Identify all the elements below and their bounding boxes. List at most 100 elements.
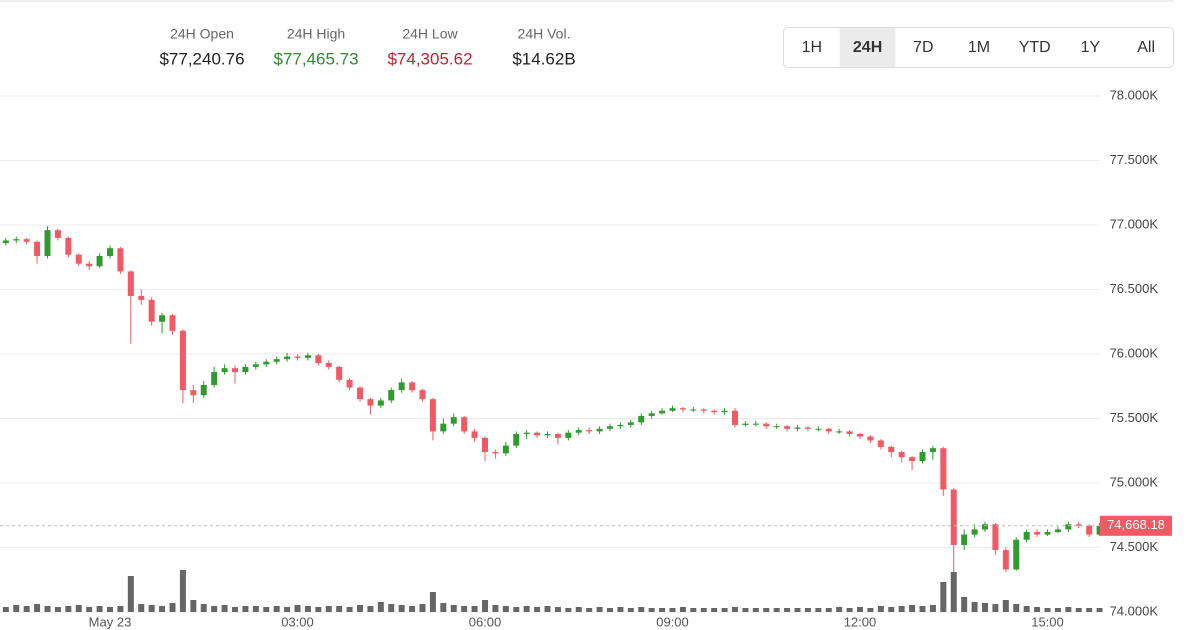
volume-bar [700,608,707,612]
volume-bar [190,600,197,612]
volume-bar [367,606,374,612]
volume-bar [23,606,30,612]
candle-body [232,368,238,373]
stat-label: 24H Low [402,26,458,42]
volume-bar [679,607,686,612]
candle-body [450,417,457,424]
range-button[interactable]: 7D [913,39,933,56]
volume-bar [929,605,936,612]
range-button[interactable]: 1Y [1081,39,1101,56]
volume-bar [669,608,676,612]
candle-body [221,368,228,373]
volume-bar [732,607,738,612]
range-label[interactable]: All [1137,39,1155,56]
volume-bar [690,608,697,612]
range-button[interactable]: 1M [968,39,990,56]
volume-bar [179,570,186,612]
volume-bar [836,607,843,612]
volume-bar [888,607,895,612]
candle-body [409,382,416,391]
volume-bar [107,607,113,612]
x-tick-label: 09:00 [656,614,689,629]
candle-body [1023,532,1030,540]
volume-bar [263,607,270,612]
candle-body [534,432,541,436]
stat-label: 24H Open [170,26,234,42]
y-tick-label: 75.500K [1110,410,1159,425]
volume-bar [127,576,134,612]
volume-bar [961,597,968,612]
volume-bar [1096,608,1103,612]
range-label[interactable]: 7D [913,39,933,56]
volume-bar [1065,607,1072,612]
volume-bar [13,605,20,612]
volume-bar [429,592,436,612]
candle-body [242,366,249,373]
volume-bar [1002,600,1009,612]
candle-body [804,427,811,429]
volume-bar [617,607,624,612]
volume-bar [565,608,572,612]
candle-body [1002,550,1009,570]
stat-label: 24H High [287,26,345,42]
range-button[interactable]: All [1137,39,1155,56]
candle-body [836,431,843,433]
volume-bar [742,608,749,612]
stat-value: $74,305.62 [387,49,472,68]
candle-body [596,428,603,432]
range-active [839,28,896,67]
x-tick-label: 15:00 [1031,614,1064,629]
candle-body [148,299,155,322]
volume-bar [169,603,176,612]
volume-bar [846,608,853,612]
volume-bar [523,606,530,612]
candle-body [763,423,770,427]
candle-body [336,366,343,380]
candle-body [982,524,988,530]
range-button[interactable]: 1H [802,39,822,56]
range-button[interactable]: YTD [1019,39,1051,56]
range-button[interactable]: 24H [839,28,896,67]
candle-body [211,372,218,385]
candle-body [575,430,582,433]
volume-bar [284,607,291,612]
volume-bar [54,607,61,612]
candle-body [513,433,520,446]
candle-body [992,524,999,551]
y-tick-label: 77.500K [1110,152,1159,167]
volume-bar [1034,607,1041,612]
range-label[interactable]: 1M [968,39,990,56]
candle-body [107,248,113,256]
candle-body [669,408,676,411]
candle-body [159,315,166,322]
candle-body [898,452,905,458]
range-label[interactable]: 1H [802,39,822,56]
volume-bar [711,608,718,612]
candle-body [65,237,72,255]
candle-body [554,433,561,438]
volume-bar [544,606,551,612]
volume-bar [304,606,311,612]
volume-bar [1054,608,1061,612]
candle-body [398,382,405,391]
volume-bar [440,603,447,612]
volume-bar [86,607,93,612]
candle-body [1054,529,1061,533]
volume-bar [2,607,9,612]
candle-body [940,448,947,490]
volume-bar [44,606,51,612]
stat-value: $77,465.73 [273,49,358,68]
range-label[interactable]: YTD [1019,39,1051,56]
volume-bar [586,608,593,612]
volume-bar [815,608,822,612]
candle-body [273,359,280,362]
candle-body [54,230,61,238]
x-tick-label: 12:00 [844,614,877,629]
candle-body [34,241,41,256]
candle-body [75,254,82,264]
range-label[interactable]: 1Y [1081,39,1101,56]
candle-body [523,432,530,434]
candle-body [794,427,801,429]
candle-body [825,428,832,432]
range-label[interactable]: 24H [853,39,882,56]
